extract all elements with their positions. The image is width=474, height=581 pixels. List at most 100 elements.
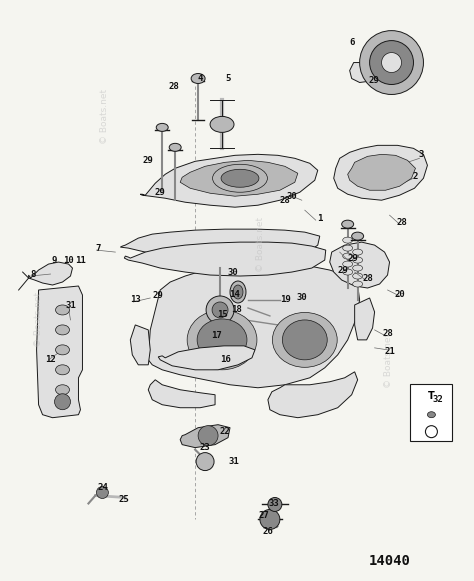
Text: 25: 25 [119,495,130,504]
Text: 28: 28 [169,82,180,91]
Polygon shape [268,372,358,418]
Text: T: T [428,391,435,401]
Circle shape [260,510,280,529]
Ellipse shape [283,320,327,360]
Circle shape [96,486,109,498]
Polygon shape [350,49,394,83]
Polygon shape [148,264,360,388]
Circle shape [360,31,423,95]
Text: 2: 2 [413,172,418,181]
Polygon shape [36,286,82,418]
Text: © Boats.net: © Boats.net [34,292,43,347]
Text: 29: 29 [368,76,379,85]
Circle shape [212,302,228,318]
Text: 13: 13 [130,296,141,304]
Polygon shape [130,325,150,365]
Ellipse shape [273,313,337,367]
Text: 20: 20 [394,290,405,299]
Ellipse shape [212,164,267,192]
Text: 10: 10 [63,256,74,264]
Text: 31: 31 [228,457,239,466]
Ellipse shape [343,253,353,259]
Ellipse shape [221,169,259,187]
Text: 17: 17 [210,331,221,340]
Text: 30: 30 [296,293,307,303]
Text: 29: 29 [337,266,348,275]
Polygon shape [330,242,390,288]
Ellipse shape [353,257,363,263]
Text: 5: 5 [225,74,231,83]
Ellipse shape [210,116,234,132]
Text: 9: 9 [52,256,57,264]
Ellipse shape [230,281,246,303]
Ellipse shape [55,325,70,335]
Ellipse shape [353,249,363,255]
Text: 28: 28 [396,218,407,227]
Text: 29: 29 [347,253,358,263]
Text: 27: 27 [258,511,269,520]
Text: © Boats.net: © Boats.net [384,332,393,388]
Text: 7: 7 [96,243,101,253]
Ellipse shape [169,144,181,151]
Text: 28: 28 [382,329,393,338]
Ellipse shape [55,365,70,375]
Text: 31: 31 [65,302,76,310]
Text: 8: 8 [30,270,35,278]
Ellipse shape [156,123,168,131]
Polygon shape [158,346,255,370]
Text: 24: 24 [97,483,108,492]
Text: 3: 3 [419,150,424,159]
Circle shape [426,426,438,437]
Ellipse shape [343,269,353,275]
Text: 30: 30 [228,267,238,277]
Ellipse shape [55,345,70,355]
Ellipse shape [197,319,247,361]
Text: © Boats.net: © Boats.net [256,217,265,272]
Ellipse shape [55,385,70,394]
Polygon shape [334,145,428,200]
Ellipse shape [353,265,363,271]
Ellipse shape [353,281,363,287]
Circle shape [196,453,214,471]
Text: 23: 23 [200,443,210,452]
Text: 19: 19 [281,296,291,304]
Text: 30: 30 [286,192,297,200]
Text: 14040: 14040 [369,554,410,568]
Ellipse shape [353,273,363,279]
Text: 4: 4 [197,74,203,83]
Text: 16: 16 [219,356,230,364]
Polygon shape [148,380,215,408]
Polygon shape [140,155,318,207]
Circle shape [268,497,282,511]
Text: 26: 26 [263,527,273,536]
Text: 1: 1 [317,214,322,223]
Ellipse shape [343,237,353,243]
Polygon shape [180,160,298,196]
Polygon shape [28,262,73,285]
Text: 29: 29 [153,292,164,300]
Polygon shape [355,298,374,340]
Text: 11: 11 [75,256,86,264]
Ellipse shape [55,305,70,315]
Polygon shape [124,242,326,276]
Circle shape [198,426,218,446]
Text: 12: 12 [45,356,56,364]
Ellipse shape [343,245,353,251]
Text: 18: 18 [232,306,242,314]
Ellipse shape [343,261,353,267]
Text: 29: 29 [155,188,165,197]
Ellipse shape [342,220,354,228]
Text: 29: 29 [143,156,154,165]
Circle shape [382,52,401,73]
Text: 33: 33 [268,499,279,508]
Text: © Boats.net: © Boats.net [100,89,109,144]
Ellipse shape [233,285,243,299]
Ellipse shape [187,310,257,370]
Ellipse shape [352,232,364,240]
Ellipse shape [428,412,436,418]
Circle shape [55,394,71,410]
Circle shape [206,296,234,324]
Text: 28: 28 [280,196,290,205]
Text: 14: 14 [228,290,239,299]
Text: 21: 21 [384,347,395,356]
